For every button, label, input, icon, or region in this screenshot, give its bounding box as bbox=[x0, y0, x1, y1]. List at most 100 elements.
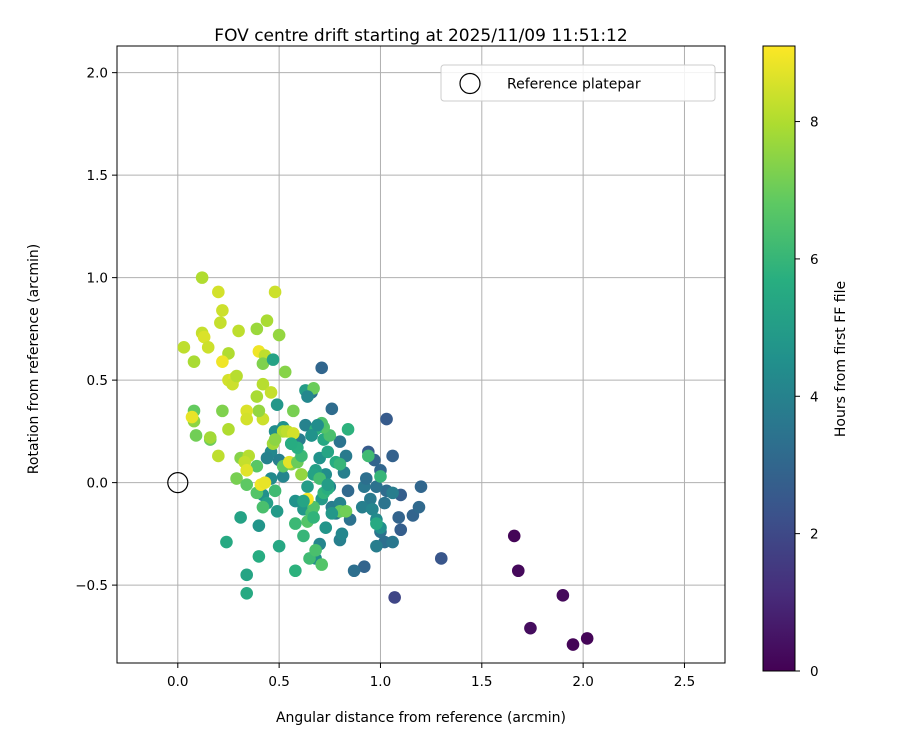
data-point bbox=[284, 437, 298, 450]
data-point bbox=[189, 429, 203, 442]
data-point bbox=[216, 355, 229, 368]
data-point bbox=[370, 539, 383, 553]
colorbar-label: Hours from first FF file bbox=[833, 281, 849, 437]
x-tick-label: 0.0 bbox=[167, 674, 188, 690]
data-point bbox=[341, 484, 355, 498]
colorbar: 0 2 4 6 8 Hours from first FF file bbox=[762, 45, 849, 680]
data-point bbox=[299, 418, 312, 432]
colorbar-tick-label: 6 bbox=[810, 252, 819, 268]
legend-marker-circle bbox=[459, 72, 481, 95]
data-point bbox=[212, 285, 225, 299]
data-point bbox=[260, 314, 274, 327]
colorbar-tick-label: 0 bbox=[810, 664, 819, 680]
data-point bbox=[297, 529, 310, 543]
data-point bbox=[315, 361, 328, 375]
data-point bbox=[260, 451, 274, 465]
data-point bbox=[240, 412, 254, 426]
y-tick-label: 0.5 bbox=[87, 373, 108, 389]
data-point bbox=[232, 324, 245, 338]
data-point bbox=[414, 480, 428, 494]
legend-label: Reference platepar bbox=[507, 77, 641, 93]
data-point bbox=[357, 560, 371, 573]
data-point bbox=[230, 472, 243, 485]
data-point bbox=[289, 564, 302, 578]
x-tick-label: 2.5 bbox=[674, 674, 695, 690]
x-axis-label: Angular distance from reference (arcmin) bbox=[276, 710, 566, 726]
data-point bbox=[297, 494, 310, 508]
data-point bbox=[386, 449, 399, 463]
data-point bbox=[220, 535, 233, 549]
data-point bbox=[187, 355, 201, 368]
data-point bbox=[325, 402, 339, 416]
data-point bbox=[268, 285, 282, 299]
y-tick-label: 2.0 bbox=[87, 66, 108, 82]
data-point bbox=[319, 521, 333, 535]
data-point bbox=[333, 435, 347, 448]
data-point bbox=[216, 404, 229, 418]
plot-frame bbox=[116, 45, 726, 664]
data-point bbox=[307, 511, 320, 524]
data-point bbox=[355, 500, 369, 514]
data-point bbox=[256, 500, 270, 514]
data-point bbox=[335, 527, 349, 541]
data-point bbox=[580, 632, 594, 645]
data-point bbox=[359, 472, 373, 485]
x-tick-label: 0.5 bbox=[268, 674, 289, 690]
data-point bbox=[258, 476, 272, 489]
data-point bbox=[386, 535, 399, 549]
data-point bbox=[311, 418, 324, 432]
data-point bbox=[507, 529, 521, 543]
data-point bbox=[325, 507, 339, 520]
data-point bbox=[177, 341, 191, 354]
data-point bbox=[252, 519, 266, 532]
data-point bbox=[240, 478, 254, 491]
legend-box bbox=[440, 64, 716, 102]
data-point bbox=[185, 410, 199, 424]
data-point bbox=[250, 322, 264, 336]
data-point bbox=[289, 517, 302, 530]
data-point bbox=[301, 480, 314, 494]
data-point bbox=[234, 511, 247, 524]
x-tick-label: 2.0 bbox=[572, 674, 593, 690]
colorbar-ticks: 0 2 4 6 8 bbox=[795, 115, 819, 680]
x-axis-ticks: 0.0 0.5 1.0 1.5 2.0 2.5 bbox=[167, 663, 695, 690]
data-point bbox=[339, 505, 353, 518]
data-point bbox=[272, 328, 286, 342]
data-point bbox=[203, 431, 217, 444]
data-point bbox=[374, 470, 387, 483]
y-axis-ticks: −0.5 0.0 0.5 1.0 1.5 2.0 bbox=[75, 66, 117, 594]
data-point bbox=[201, 341, 215, 354]
data-point bbox=[321, 445, 335, 459]
colorbar-tick-label: 8 bbox=[810, 115, 819, 131]
data-points bbox=[167, 271, 594, 651]
data-point bbox=[305, 429, 318, 442]
data-point bbox=[434, 552, 448, 565]
data-point bbox=[412, 500, 426, 514]
data-point bbox=[301, 390, 314, 403]
data-point bbox=[341, 423, 355, 436]
grid-lines bbox=[117, 46, 725, 663]
data-point bbox=[216, 304, 229, 317]
data-point bbox=[252, 550, 266, 563]
data-point bbox=[386, 486, 399, 500]
x-tick-label: 1.0 bbox=[370, 674, 391, 690]
data-point bbox=[197, 330, 211, 344]
data-point bbox=[394, 523, 408, 537]
data-point bbox=[230, 369, 243, 383]
data-point bbox=[378, 496, 391, 510]
data-point bbox=[295, 468, 308, 481]
data-point bbox=[287, 427, 300, 440]
colorbar-tick-label: 4 bbox=[810, 389, 819, 405]
data-point bbox=[266, 353, 280, 366]
colorbar-gradient bbox=[762, 45, 796, 672]
data-point bbox=[566, 638, 580, 651]
data-point bbox=[380, 412, 393, 426]
data-point bbox=[268, 484, 282, 498]
data-point bbox=[388, 591, 401, 604]
data-point bbox=[321, 478, 335, 491]
data-point bbox=[347, 564, 361, 578]
data-point bbox=[370, 517, 383, 530]
data-point bbox=[364, 492, 377, 506]
